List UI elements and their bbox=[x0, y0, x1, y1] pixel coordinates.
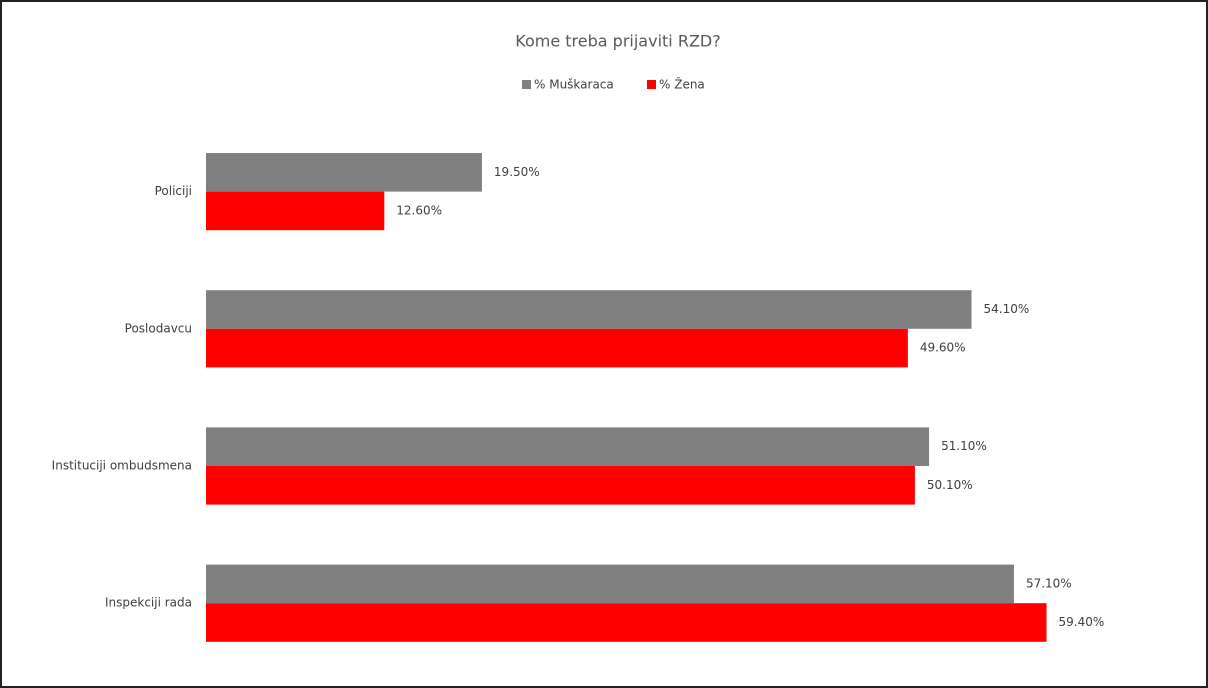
bar bbox=[206, 466, 915, 505]
legend-swatch bbox=[522, 80, 531, 89]
category-label: Instituciji ombudsmena bbox=[52, 459, 192, 473]
bar bbox=[206, 191, 385, 231]
value-label: 12.60% bbox=[396, 203, 442, 217]
value-label: 19.50% bbox=[494, 165, 540, 179]
value-label: 50.10% bbox=[927, 478, 973, 492]
value-label: 59.40% bbox=[1059, 615, 1105, 629]
legend-label: % Muškaraca bbox=[534, 78, 614, 92]
bar bbox=[206, 603, 1047, 642]
category-label: Policiji bbox=[155, 184, 192, 198]
category-label: Inspekciji rada bbox=[105, 596, 192, 610]
legend-swatch bbox=[647, 80, 656, 89]
bar bbox=[206, 427, 930, 466]
value-label: 49.60% bbox=[920, 341, 966, 355]
category-label: Poslodavcu bbox=[125, 321, 192, 335]
bar bbox=[206, 328, 908, 368]
value-label: 57.10% bbox=[1026, 576, 1072, 590]
chart-title: Kome treba prijaviti RZD? bbox=[515, 32, 720, 51]
legend-label: % Žena bbox=[659, 77, 705, 92]
value-label: 54.10% bbox=[984, 302, 1030, 316]
bar bbox=[206, 290, 972, 329]
value-label: 51.10% bbox=[941, 439, 987, 453]
bar bbox=[206, 564, 1014, 604]
bar bbox=[206, 153, 482, 192]
